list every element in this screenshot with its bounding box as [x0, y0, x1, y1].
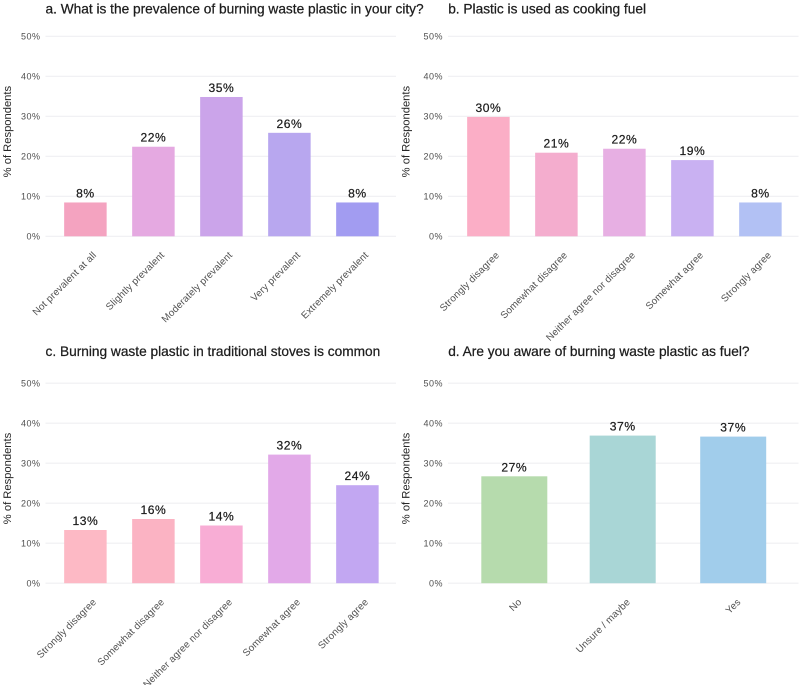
svg-text:0%: 0%: [26, 579, 40, 589]
svg-text:13%: 13%: [72, 514, 98, 528]
svg-text:10%: 10%: [21, 539, 41, 549]
svg-text:% of Respondents: % of Respondents: [2, 432, 14, 524]
svg-text:22%: 22%: [611, 133, 637, 147]
svg-text:50%: 50%: [21, 379, 41, 389]
svg-text:10%: 10%: [21, 192, 41, 202]
svg-text:32%: 32%: [276, 439, 302, 453]
svg-text:40%: 40%: [423, 72, 443, 82]
svg-text:0%: 0%: [26, 232, 40, 242]
svg-text:40%: 40%: [21, 72, 41, 82]
svg-text:37%: 37%: [720, 421, 746, 435]
svg-text:22%: 22%: [140, 131, 166, 145]
svg-text:30%: 30%: [21, 112, 41, 122]
svg-text:d. Are you aware of burning wa: d. Are you aware of burning waste plasti…: [448, 344, 750, 359]
svg-text:8%: 8%: [751, 186, 770, 200]
svg-text:21%: 21%: [543, 137, 569, 151]
svg-text:b. Plastic is used as cooking: b. Plastic is used as cooking fuel: [448, 1, 646, 16]
svg-text:40%: 40%: [423, 419, 443, 429]
svg-text:24%: 24%: [344, 469, 370, 483]
svg-text:20%: 20%: [423, 152, 443, 162]
svg-text:16%: 16%: [140, 503, 166, 517]
svg-text:37%: 37%: [610, 420, 636, 434]
svg-text:8%: 8%: [76, 186, 95, 200]
svg-text:10%: 10%: [423, 192, 443, 202]
svg-text:8%: 8%: [348, 186, 367, 200]
svg-text:26%: 26%: [276, 117, 302, 131]
svg-text:30%: 30%: [475, 101, 501, 115]
svg-text:50%: 50%: [423, 32, 443, 42]
svg-text:30%: 30%: [21, 459, 41, 469]
svg-text:% of Respondents: % of Respondents: [401, 85, 413, 177]
svg-text:30%: 30%: [423, 459, 443, 469]
svg-text:20%: 20%: [21, 152, 41, 162]
svg-text:19%: 19%: [679, 144, 705, 158]
svg-text:27%: 27%: [501, 460, 527, 474]
svg-text:10%: 10%: [423, 539, 443, 549]
svg-text:20%: 20%: [21, 499, 41, 509]
svg-text:20%: 20%: [423, 499, 443, 509]
svg-text:0%: 0%: [429, 232, 443, 242]
svg-text:c. Burning waste plastic in tr: c. Burning waste plastic in traditional …: [46, 344, 381, 359]
svg-text:0%: 0%: [429, 579, 443, 589]
svg-text:% of Respondents: % of Respondents: [2, 85, 14, 177]
svg-text:14%: 14%: [208, 510, 234, 524]
svg-text:a. What is the prevalence of b: a. What is the prevalence of burning was…: [46, 1, 425, 16]
svg-text:30%: 30%: [423, 112, 443, 122]
svg-text:35%: 35%: [208, 81, 234, 95]
svg-text:40%: 40%: [21, 419, 41, 429]
svg-text:50%: 50%: [423, 379, 443, 389]
svg-text:50%: 50%: [21, 32, 41, 42]
svg-text:% of Respondents: % of Respondents: [401, 432, 413, 524]
